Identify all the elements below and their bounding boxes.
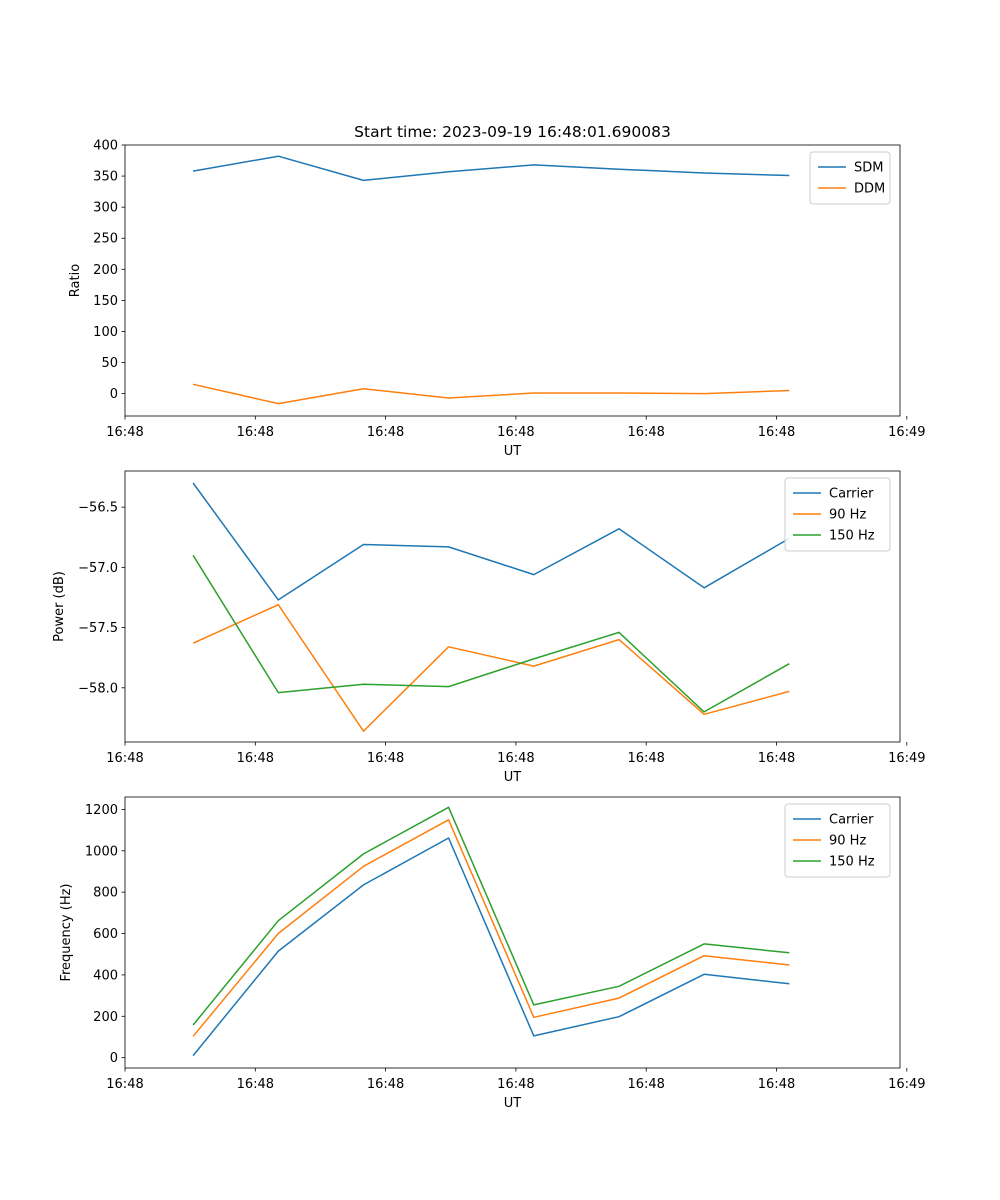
y-tick-label: 400 <box>93 968 118 983</box>
series-line-90-hz <box>192 603 790 732</box>
x-tick-label: 16:48 <box>497 751 534 766</box>
axes-frame <box>124 144 901 417</box>
y-tick-label: 50 <box>101 356 118 371</box>
x-tick-label: 16:48 <box>627 425 664 440</box>
x-tick-label: 16:48 <box>627 1077 664 1092</box>
series-line-150-hz <box>192 554 790 713</box>
x-tick-label: 16:48 <box>106 425 143 440</box>
y-tick-label: 0 <box>110 1051 118 1066</box>
legend-label: 150 Hz <box>829 529 875 544</box>
legend-box <box>784 477 891 552</box>
x-tick-label: 16:49 <box>888 425 925 440</box>
x-axis-label: UT <box>504 444 522 459</box>
x-tick-label: 16:48 <box>627 751 664 766</box>
y-tick-label: −58.0 <box>78 681 118 696</box>
y-tick-label: 800 <box>93 886 118 901</box>
y-tick-label: 250 <box>93 232 118 247</box>
y-tick-label: 1000 <box>85 844 118 859</box>
x-tick-label: 16:48 <box>367 425 404 440</box>
series-line-90-hz <box>192 819 790 1037</box>
x-tick-label: 16:48 <box>237 1077 274 1092</box>
legend: Carrier 90 Hz 150 Hz <box>784 477 891 552</box>
y-tick-label: −57.0 <box>78 561 118 576</box>
y-tick-label: 1200 <box>85 803 118 818</box>
series-line-sdm <box>192 155 790 182</box>
y-tick-label: 0 <box>110 387 118 402</box>
x-tick-label: 16:48 <box>367 751 404 766</box>
x-axis-label: UT <box>504 1096 522 1111</box>
y-axis-label: Ratio <box>68 264 83 297</box>
legend-label: 90 Hz <box>829 508 866 523</box>
y-tick-label: −56.5 <box>78 501 118 516</box>
x-tick-label: 16:48 <box>497 425 534 440</box>
legend-label: DDM <box>854 182 885 197</box>
chart-title: Start time: 2023-09-19 16:48:01.690083 <box>354 123 671 141</box>
y-tick-label: 300 <box>93 201 118 216</box>
y-tick-label: 200 <box>93 263 118 278</box>
x-tick-label: 16:48 <box>106 751 143 766</box>
chart-panel-3: 0 200 400 600 800 1000 1200 16:48 16:48 16:48 16:4… <box>59 796 926 1111</box>
axes-frame <box>124 796 901 1069</box>
y-tick-label: 150 <box>93 294 118 309</box>
y-axis-label: Power (dB) <box>52 571 67 642</box>
chart-panel-2: −58.0 −57.5 −57.0 −56.5 16:48 16:48 16:48 16:48… <box>52 470 926 785</box>
x-tick-label: 16:48 <box>237 751 274 766</box>
series-line-carrier <box>192 837 790 1057</box>
legend-box <box>784 803 891 878</box>
x-tick-label: 16:48 <box>758 425 795 440</box>
y-tick-label: 100 <box>93 325 118 340</box>
chart-panel-1: 0 50 100 150 200 250 300 350 400 16:48 16:48 16:48 1… <box>68 123 926 459</box>
y-axis-label: Frequency (Hz) <box>59 883 74 981</box>
y-tick-label: 600 <box>93 927 118 942</box>
x-tick-label: 16:48 <box>367 1077 404 1092</box>
legend: Carrier 90 Hz 150 Hz <box>784 803 891 878</box>
legend-label: Carrier <box>829 813 874 828</box>
axes-frame <box>124 470 901 743</box>
legend-label: 150 Hz <box>829 855 875 870</box>
y-tick-label: 400 <box>93 139 118 154</box>
legend-box <box>809 151 891 205</box>
x-tick-label: 16:48 <box>237 425 274 440</box>
series-line-carrier <box>192 482 790 601</box>
x-tick-label: 16:49 <box>888 751 925 766</box>
series-line-ddm <box>192 383 790 405</box>
y-tick-label: 350 <box>93 170 118 185</box>
legend: SDM DDM <box>809 151 891 205</box>
y-tick-label: 200 <box>93 1010 118 1025</box>
legend-label: 90 Hz <box>829 834 866 849</box>
x-tick-label: 16:48 <box>106 1077 143 1092</box>
y-tick-label: −57.5 <box>78 621 118 636</box>
x-tick-label: 16:48 <box>758 1077 795 1092</box>
legend-label: SDM <box>854 161 883 176</box>
series-line-150-hz <box>192 806 790 1026</box>
x-axis-label: UT <box>504 770 522 785</box>
x-tick-label: 16:49 <box>888 1077 925 1092</box>
x-tick-label: 16:48 <box>497 1077 534 1092</box>
x-tick-label: 16:48 <box>758 751 795 766</box>
legend-label: Carrier <box>829 487 874 502</box>
